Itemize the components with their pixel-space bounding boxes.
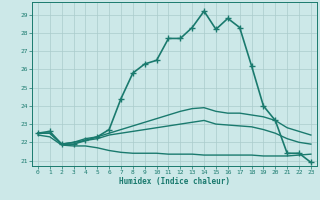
X-axis label: Humidex (Indice chaleur): Humidex (Indice chaleur) — [119, 177, 230, 186]
